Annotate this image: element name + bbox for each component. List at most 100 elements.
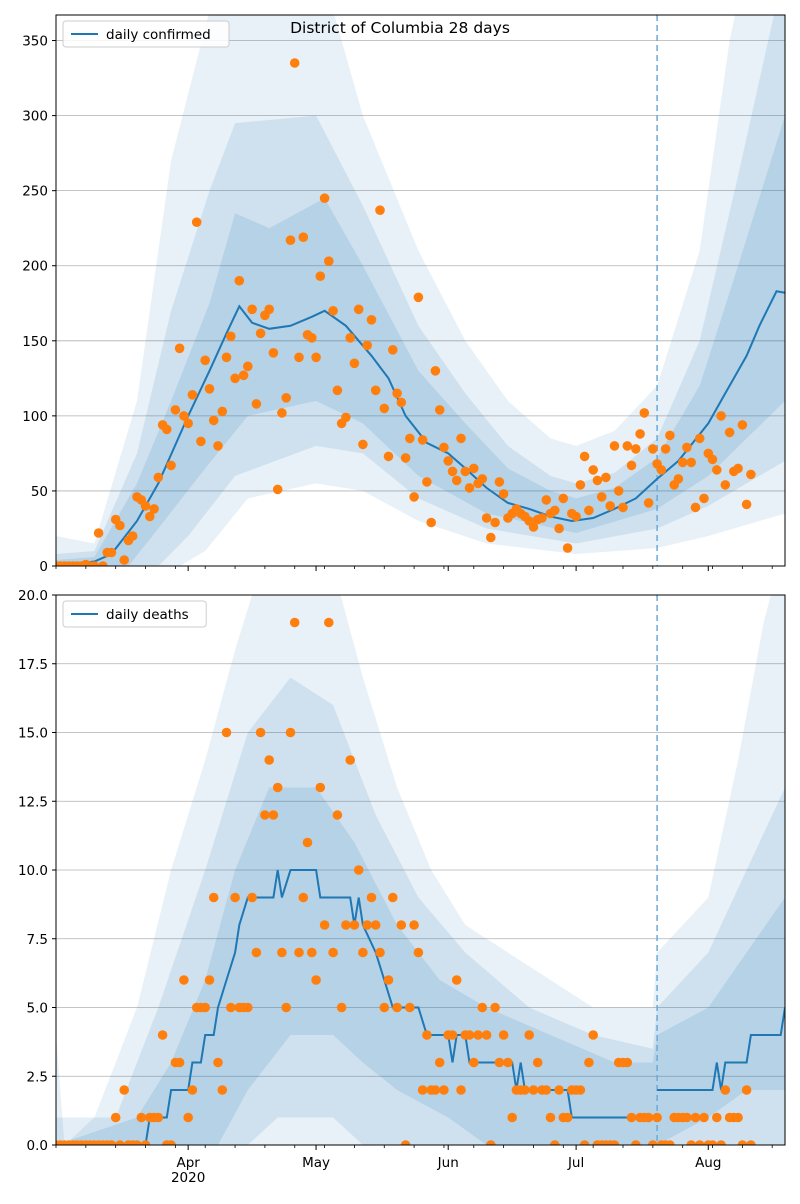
data-point: [490, 517, 500, 528]
data-point: [690, 1112, 701, 1123]
legend-box: [62, 20, 230, 48]
data-point: [230, 892, 240, 903]
data-point: [392, 1002, 402, 1013]
data-point: [528, 522, 539, 532]
data-point: [166, 1140, 176, 1145]
data-point: [136, 1112, 147, 1123]
data-point: [268, 348, 279, 358]
y-tick-label: 0: [39, 559, 48, 575]
data-point: [349, 920, 360, 930]
data-point: [281, 1002, 292, 1013]
data-point: [345, 755, 356, 765]
data-point: [119, 1085, 129, 1095]
data-point: [127, 531, 138, 541]
x-tick-sublabel: 2020: [171, 1170, 205, 1186]
data-point: [643, 498, 654, 508]
data-point: [494, 1057, 505, 1068]
data-point: [592, 475, 603, 486]
data-point: [737, 1140, 748, 1145]
y-tick-label: 200: [22, 259, 48, 275]
data-point: [187, 1085, 198, 1095]
data-point: [694, 433, 705, 444]
data-point: [221, 727, 232, 738]
data-point: [635, 429, 645, 439]
data-point: [694, 1140, 705, 1145]
data-point: [477, 1002, 488, 1013]
legend-label: daily deaths: [106, 607, 189, 623]
data-point: [115, 1140, 125, 1145]
data-point: [307, 947, 317, 958]
data-point: [140, 501, 151, 511]
data-point: [383, 451, 394, 462]
data-point: [746, 1140, 756, 1145]
data-point: [648, 1140, 658, 1145]
data-point: [119, 555, 129, 565]
data-point: [596, 492, 607, 502]
data-point: [349, 358, 360, 369]
data-point: [434, 1057, 445, 1068]
data-point: [699, 1112, 709, 1123]
data-point: [221, 352, 232, 363]
y-tick-label: 7.5: [27, 932, 48, 948]
data-point: [153, 1112, 164, 1123]
data-point: [588, 465, 598, 475]
data-point: [741, 1085, 752, 1095]
y-tick-label: 250: [22, 184, 48, 200]
data-point: [341, 412, 351, 423]
data-point: [652, 1112, 662, 1123]
uncertainty-band-1: [56, 15, 785, 566]
data-point: [456, 1085, 466, 1095]
data-point: [396, 920, 407, 930]
data-point: [413, 292, 424, 303]
x-tick-label: May: [302, 1155, 330, 1171]
plot-area: [56, 15, 785, 566]
data-point: [473, 1030, 483, 1040]
y-tick-label: 10.0: [18, 863, 48, 879]
data-point: [285, 235, 296, 245]
data-point: [550, 505, 560, 516]
data-point: [162, 424, 172, 435]
data-point: [319, 920, 330, 930]
data-point: [140, 1140, 151, 1145]
y-tick-label: 350: [22, 34, 48, 50]
data-point: [481, 513, 492, 523]
uncertainty-band-2: [56, 15, 785, 566]
y-tick-label: 0.0: [27, 1138, 48, 1154]
y-tick-label: 20.0: [18, 588, 48, 604]
data-point: [469, 463, 479, 474]
data-point: [243, 1002, 253, 1013]
data-point: [183, 418, 193, 429]
data-point: [243, 361, 253, 372]
y-tick-label: 300: [22, 109, 48, 125]
data-point: [307, 333, 317, 343]
data-point: [174, 343, 185, 354]
data-point: [579, 1140, 590, 1145]
data-point: [720, 1085, 731, 1095]
data-point: [545, 1112, 556, 1123]
data-point: [447, 466, 458, 477]
data-point: [388, 345, 398, 355]
data-point: [217, 1085, 228, 1095]
y-tick-label: 50: [31, 484, 48, 500]
data-point: [217, 406, 228, 417]
data-point: [247, 304, 257, 315]
data-point: [498, 489, 509, 499]
data-point: [264, 304, 275, 315]
data-point: [712, 465, 722, 475]
data-point: [477, 474, 488, 484]
data-point: [626, 1112, 637, 1123]
data-point: [213, 441, 223, 451]
uncertainty-band-2: [56, 677, 785, 1145]
data-point: [106, 1140, 117, 1145]
data-point: [690, 502, 701, 513]
data-point: [213, 1057, 223, 1068]
data-point: [324, 617, 334, 628]
data-point: [183, 1112, 193, 1123]
axes-frame: [55, 14, 786, 567]
data-point: [481, 1030, 492, 1040]
y-tick-label: 17.5: [18, 657, 48, 673]
data-point: [464, 1030, 475, 1040]
data-point: [174, 1057, 185, 1068]
data-point: [507, 1112, 517, 1123]
